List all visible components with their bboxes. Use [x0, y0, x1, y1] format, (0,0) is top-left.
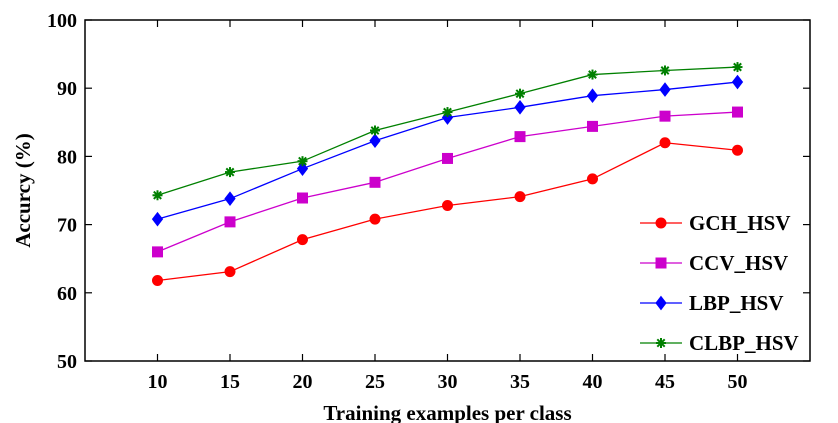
legend-label: GCH_HSV: [689, 211, 791, 235]
series-ccv-hsv: [152, 106, 743, 258]
star-stroke: [588, 70, 597, 79]
data-point-clbp-hsv: [587, 69, 598, 80]
x-tick-label: 15: [220, 371, 240, 393]
legend-label: CLBP_HSV: [689, 331, 799, 355]
data-point-gch-hsv: [442, 200, 453, 212]
y-tick-label: 100: [47, 10, 77, 32]
star-stroke: [515, 89, 525, 99]
series-layer: [151, 62, 744, 287]
data-point-gch-hsv: [732, 144, 743, 156]
x-axis: 10 15 20 25 30 35 40 45 50: [148, 20, 748, 393]
series-gch-hsv: [152, 137, 743, 287]
legend-marker: [655, 257, 667, 269]
data-point-gch-hsv: [152, 275, 163, 287]
y-tick-label: 60: [57, 283, 77, 305]
data-point-ccv-hsv: [442, 152, 453, 164]
data-point-ccv-hsv: [297, 192, 308, 204]
legend-label: CCV_HSV: [689, 251, 788, 275]
data-point-clbp-hsv: [370, 125, 380, 136]
data-point-clbp-hsv: [442, 107, 453, 118]
data-point-ccv-hsv: [732, 106, 743, 118]
data-point-ccv-hsv: [224, 216, 236, 228]
legend-entry-ccv-hsv: CCV_HSV: [640, 251, 788, 275]
star-stroke: [733, 62, 742, 72]
data-point-clbp-hsv: [660, 65, 670, 76]
legend-entry-gch-hsv: GCH_HSV: [640, 211, 791, 235]
legend-marker: [656, 338, 666, 348]
data-point-gch-hsv: [587, 173, 598, 185]
data-point-ccv-hsv: [514, 131, 526, 143]
series-lbp-hsv: [151, 74, 744, 227]
series-clbp-hsv: [152, 62, 743, 201]
legend: GCH_HSV CCV_HSV LBP_HSV CLBP_HSV: [640, 211, 799, 355]
data-point-lbp-hsv: [586, 88, 599, 104]
series-line-ccv-hsv: [157, 111, 738, 253]
star-stroke: [656, 338, 666, 348]
data-point-lbp-hsv: [514, 99, 526, 115]
data-point-ccv-hsv: [659, 110, 671, 122]
legend-label: LBP_HSV: [689, 291, 784, 315]
x-tick-label: 10: [148, 371, 168, 393]
data-point-gch-hsv: [369, 213, 381, 225]
data-point-lbp-hsv: [224, 191, 236, 207]
star-stroke: [660, 66, 670, 75]
y-tick-label: 90: [57, 78, 77, 100]
x-axis-label: Training examples per class: [323, 401, 571, 423]
x-tick-label: 20: [293, 371, 313, 393]
star-stroke: [225, 167, 235, 177]
x-tick-label: 50: [728, 371, 748, 393]
data-point-gch-hsv: [297, 234, 308, 246]
data-point-ccv-hsv: [369, 176, 381, 188]
data-point-clbp-hsv: [732, 62, 743, 73]
data-point-lbp-hsv: [731, 74, 744, 90]
series-line-clbp-hsv: [157, 66, 738, 196]
x-tick-label: 40: [583, 371, 603, 393]
star-stroke: [298, 156, 307, 166]
legend-marker: [655, 295, 667, 311]
data-point-clbp-hsv: [152, 190, 163, 201]
y-axis: 50 60 70 80 90 100: [47, 10, 810, 373]
star-stroke: [153, 190, 162, 200]
data-point-lbp-hsv: [151, 211, 164, 227]
star-stroke: [370, 126, 380, 135]
y-tick-label: 80: [57, 146, 77, 168]
legend-entry-lbp-hsv: LBP_HSV: [640, 291, 784, 315]
data-point-gch-hsv: [659, 137, 671, 149]
x-tick-label: 25: [365, 371, 385, 393]
data-point-ccv-hsv: [587, 120, 598, 132]
legend-entry-clbp-hsv: CLBP_HSV: [640, 331, 799, 355]
y-tick-label: 50: [57, 351, 77, 373]
y-tick-label: 70: [57, 215, 77, 237]
data-point-clbp-hsv: [225, 167, 235, 178]
data-point-lbp-hsv: [296, 161, 309, 176]
star-stroke: [443, 107, 452, 117]
x-tick-label: 45: [655, 371, 675, 393]
data-point-gch-hsv: [224, 266, 236, 278]
data-point-lbp-hsv: [369, 133, 381, 149]
y-axis-label: Accurcy (%): [11, 133, 35, 248]
data-point-clbp-hsv: [297, 156, 308, 167]
legend-marker: [655, 217, 667, 229]
x-tick-label: 35: [510, 371, 530, 393]
x-tick-label: 30: [438, 371, 458, 393]
data-point-ccv-hsv: [152, 246, 163, 258]
data-point-lbp-hsv: [659, 82, 671, 97]
data-point-clbp-hsv: [515, 88, 525, 99]
data-point-gch-hsv: [514, 191, 526, 203]
